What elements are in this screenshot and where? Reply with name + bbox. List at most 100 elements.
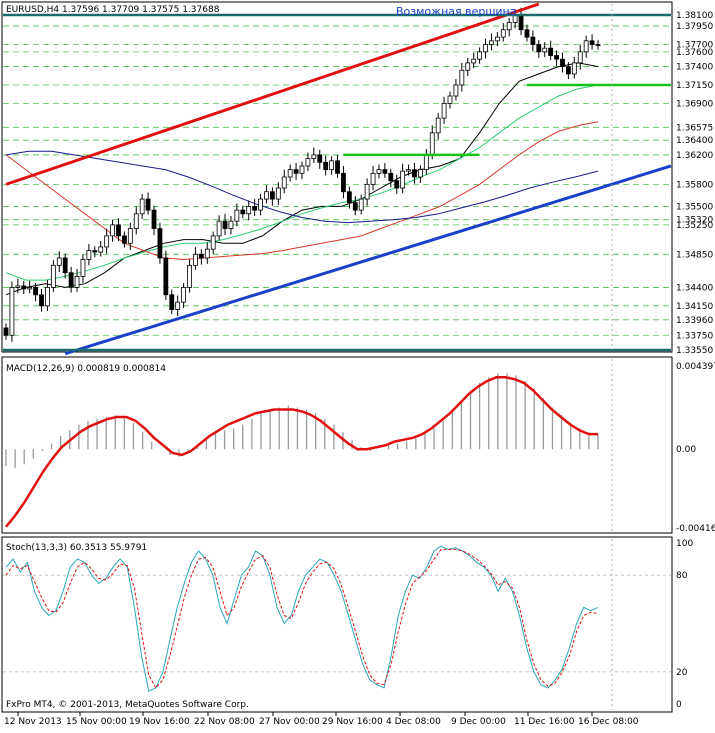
macd-header: MACD(12,26,9) 0.000819 0.000814 (6, 364, 166, 374)
y-tick-label: 1.37600 (676, 48, 713, 58)
y-tick-label: 1.33960 (676, 316, 713, 326)
price-panel (1, 1, 673, 353)
candle-body (258, 198, 263, 211)
macd-signal-line (5, 376, 598, 528)
candle-body (394, 180, 400, 189)
y-tick-label: 1.36575 (676, 123, 713, 133)
candle-body (228, 220, 234, 229)
candle-body (417, 169, 423, 178)
candle-body (441, 102, 447, 119)
candle-body (477, 51, 483, 60)
candle-body (382, 169, 388, 174)
candle-body (27, 287, 33, 290)
stoch-y-tick-label: 100 (676, 539, 693, 549)
y-tick-label: 1.34150 (676, 302, 713, 312)
candle-body (453, 84, 459, 97)
candle-body (595, 44, 601, 46)
candle-body (560, 58, 565, 67)
candle-body (554, 55, 559, 60)
footer-text: FxPro MT4, © 2001-2013, MetaQuotes Softw… (6, 700, 249, 710)
candle-body (163, 257, 169, 296)
candle-body (370, 172, 376, 185)
candle-body (346, 191, 352, 204)
candle-body (39, 294, 44, 307)
candle-body (110, 224, 115, 237)
candle-body (68, 272, 74, 288)
candle-body (400, 170, 406, 189)
y-tick-label: 1.36900 (676, 99, 713, 109)
y-tick-label: 1.35250 (676, 221, 713, 231)
candle-body (3, 327, 9, 336)
y-tick-label: 1.37400 (676, 63, 713, 73)
candle-body (471, 58, 477, 64)
candle-body (530, 36, 536, 45)
candle-body (204, 248, 210, 259)
candle-body (589, 40, 595, 45)
y-tick-label: 1.35500 (676, 202, 713, 212)
candle-body (133, 213, 139, 229)
candle-body (62, 257, 68, 274)
candle-body (311, 154, 317, 159)
candle-body (21, 285, 27, 290)
candle-body (45, 287, 50, 307)
candle-body (210, 235, 216, 250)
candle-body (577, 51, 583, 64)
candle-body (175, 301, 181, 310)
x-tick-label: 15 Nov 00:00 (66, 717, 127, 727)
candle-body (269, 191, 275, 200)
candle-body (181, 287, 187, 303)
candle-body (305, 158, 311, 167)
candle-body (524, 29, 530, 38)
x-tick-label: 29 Nov 16:00 (322, 717, 383, 727)
candle-body (293, 169, 299, 174)
candle-body (299, 165, 305, 174)
candle-body (246, 206, 252, 215)
candle-body (500, 29, 506, 38)
y-tick-label: 1.34850 (676, 250, 713, 260)
candle-body (86, 250, 92, 260)
macd-y-tick-label: 0.00 (676, 445, 696, 455)
moving-average-line (5, 121, 599, 261)
candle-body (222, 220, 228, 229)
y-tick-label: 1.37700 (676, 40, 713, 50)
macd-indicator: 0.004397 0.00 -0.004165 (5, 362, 715, 534)
candle-body (429, 132, 435, 156)
candle-body (542, 47, 548, 53)
price-trendlines (5, 2, 672, 356)
candle-body (459, 69, 465, 86)
candle-body (376, 169, 382, 174)
candle-body (187, 264, 192, 288)
candle-body (234, 209, 240, 222)
candle-body (406, 169, 411, 172)
candle-body (9, 287, 15, 336)
candle-body (317, 154, 323, 163)
stoch-header: Stoch(13,3,3) 60.3513 55.9791 (6, 543, 147, 553)
price-candles (3, 7, 601, 342)
candle-body (98, 246, 104, 253)
stoch-signal-line (5, 548, 599, 689)
candle-body (15, 285, 21, 288)
moving-average-line (5, 84, 599, 281)
x-tick-label: 16 Dec 08:00 (578, 717, 639, 727)
stoch-panel (1, 536, 673, 713)
candle-body (583, 40, 589, 53)
candle-body (388, 172, 394, 182)
x-axis: 12 Nov 2013 15 Nov 00:00 19 Nov 16:00 22 No… (4, 4, 639, 727)
candle-body (264, 191, 269, 200)
candle-body (358, 198, 364, 211)
candle-body (329, 160, 335, 171)
candle-body (127, 228, 133, 244)
candle-body (335, 160, 340, 174)
stoch-y-tick-label: 80 (676, 571, 688, 581)
candle-body (566, 66, 571, 75)
candle-body (364, 183, 370, 200)
x-tick-label: 22 Nov 08:00 (194, 717, 255, 727)
candle-body (447, 95, 453, 104)
macd-y-tick-label: -0.004165 (676, 524, 715, 534)
candle-body (169, 294, 175, 310)
y-tick-label: 1.35800 (676, 180, 713, 190)
y-tick-label: 1.37950 (676, 22, 713, 32)
candle-body (287, 169, 293, 178)
